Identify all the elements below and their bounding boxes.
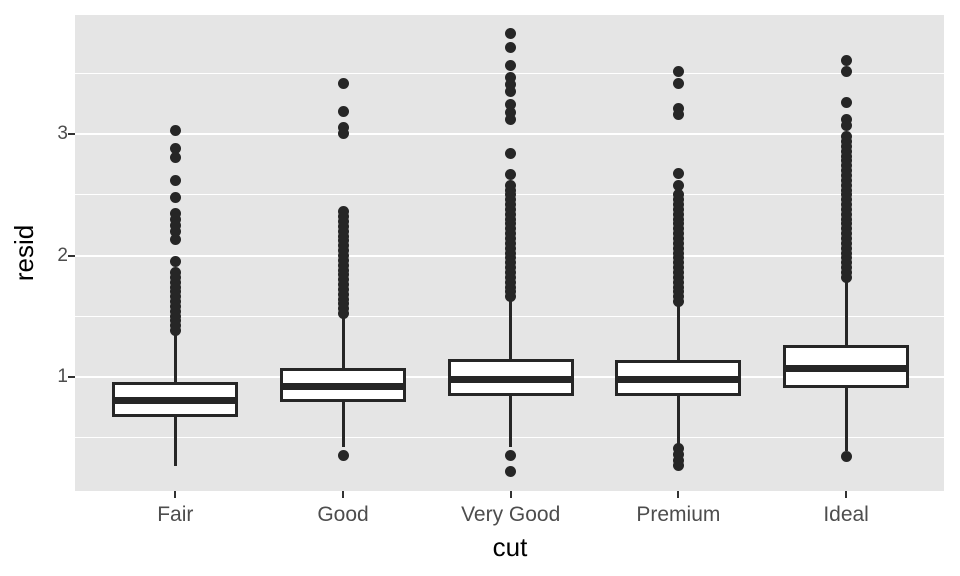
outlier-dot: [505, 41, 517, 53]
x-tick-label: Premium: [636, 503, 721, 526]
outlier-dot: [672, 454, 684, 466]
x-axis-tick-mark: [677, 491, 680, 498]
x-axis-title: cut: [492, 532, 528, 562]
x-axis-tick-mark: [845, 491, 848, 498]
outlier-dot: [169, 234, 181, 246]
outlier-dot: [672, 77, 684, 89]
outlier-dot: [337, 77, 349, 89]
outlier-dot: [169, 143, 181, 155]
outlier-dot: [169, 174, 181, 186]
whisker-upper: [676, 306, 680, 360]
y-axis-title: resid: [9, 224, 39, 282]
x-tick-label: Ideal: [823, 503, 869, 526]
outlier-dot: [169, 225, 181, 237]
median-line: [449, 375, 572, 383]
whisker-upper: [509, 300, 513, 359]
median-line: [785, 364, 908, 372]
outlier-dot: [169, 219, 181, 231]
outlier-dot: [840, 114, 852, 126]
whisker-upper: [341, 317, 345, 369]
outlier-dot: [672, 167, 684, 179]
outlier-dot: [337, 206, 349, 218]
outlier-dot: [505, 168, 517, 180]
outlier-dot: [672, 103, 684, 115]
gridline-major: [75, 133, 944, 136]
outlier-dot: [672, 65, 684, 77]
outlier-dot: [169, 191, 181, 203]
whisker-upper: [173, 333, 177, 382]
outlier-dot: [840, 131, 852, 143]
outlier-dot: [505, 79, 517, 91]
outlier-dot: [505, 465, 517, 477]
outlier-dot: [505, 148, 517, 160]
outlier-dot: [337, 127, 349, 139]
outlier-dot: [169, 266, 181, 278]
outlier-dot: [337, 121, 349, 133]
outlier-dot: [337, 449, 349, 461]
whisker-upper: [844, 282, 848, 346]
outlier-dot: [672, 442, 684, 454]
y-tick-label: 2: [57, 244, 68, 266]
whisker-lower: [173, 416, 177, 467]
outlier-dot: [337, 105, 349, 117]
y-tick-label: 3: [57, 123, 68, 145]
outlier-dot: [169, 213, 181, 225]
outlier-dot: [505, 98, 517, 110]
x-tick-label: Very Good: [461, 503, 561, 526]
x-tick-label: Fair: [157, 503, 194, 526]
outlier-dot: [672, 448, 684, 460]
outlier-dot: [505, 86, 517, 98]
x-axis-tick-mark: [342, 491, 344, 498]
whisker-lower: [341, 402, 345, 447]
outlier-dot: [840, 97, 852, 109]
outlier-dot: [840, 65, 852, 77]
outlier-dot: [505, 179, 517, 191]
outlier-dot: [840, 54, 852, 66]
median-line: [282, 382, 404, 390]
outlier-dot: [505, 106, 517, 118]
x-tick-label: Good: [317, 503, 369, 526]
x-axis-tick-mark: [509, 491, 512, 498]
outlier-dot: [672, 109, 684, 121]
whisker-lower: [844, 387, 848, 451]
x-axis-tick-mark: [174, 491, 177, 498]
y-axis-tick-mark: [68, 254, 75, 257]
median-line: [114, 397, 237, 405]
outlier-dot: [505, 114, 517, 126]
outlier-dot: [169, 256, 181, 268]
y-axis-tick-mark: [68, 133, 75, 136]
outlier-dot: [505, 71, 517, 83]
outlier-dot: [169, 207, 181, 219]
outlier-dot: [169, 125, 181, 137]
outlier-dot: [505, 449, 517, 461]
y-tick-label: 1: [57, 365, 68, 387]
median-line: [617, 375, 740, 383]
outlier-dot: [840, 451, 852, 463]
outlier-dot: [505, 28, 517, 40]
outlier-dot: [672, 179, 684, 191]
outlier-dot: [672, 189, 684, 201]
outlier-dot: [840, 120, 852, 132]
outlier-dot: [505, 59, 517, 71]
whisker-lower: [509, 396, 513, 447]
whisker-lower: [676, 396, 680, 445]
y-axis-tick-mark: [68, 375, 75, 378]
outlier-dot: [169, 151, 181, 163]
